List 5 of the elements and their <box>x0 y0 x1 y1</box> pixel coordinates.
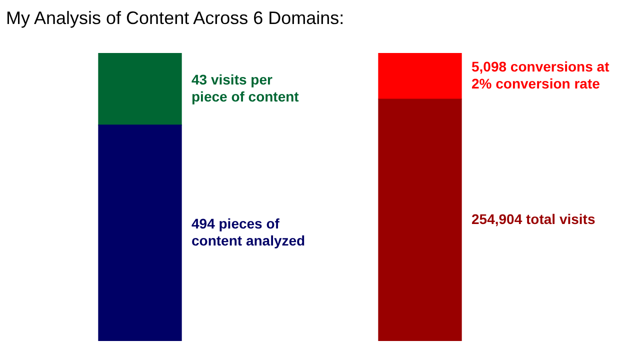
annotation: 494 pieces of content analyzed <box>192 215 306 248</box>
annotation: 5,098 conversions at 2% conversion rate <box>472 58 610 92</box>
annotation: 254,904 total visits <box>472 210 596 227</box>
chart-title: My Analysis of Content Across 6 Domains: <box>6 8 344 29</box>
annotation: 43 visits per piece of content <box>192 71 300 104</box>
